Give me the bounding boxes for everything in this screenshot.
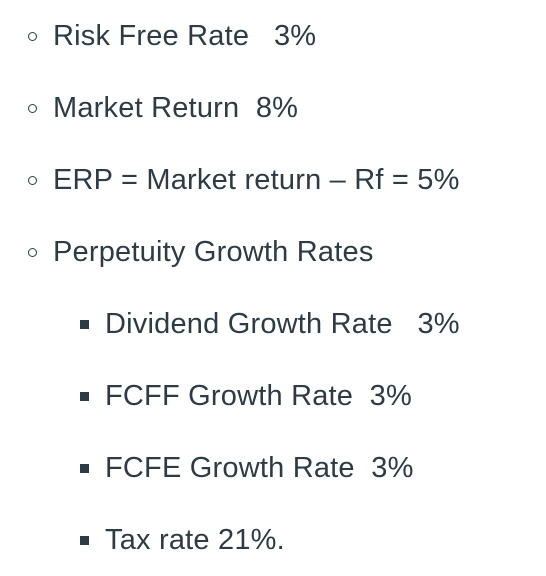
list-item-text: Tax rate 21%. (105, 524, 285, 556)
list-item-text: Risk Free Rate 3% (53, 20, 317, 52)
circle-bullet-icon (28, 31, 37, 41)
list-item-perpetuity-growth-rates: Perpetuity Growth Rates (28, 232, 374, 272)
circle-bullet-icon (28, 247, 37, 257)
circle-bullet-icon (28, 175, 37, 185)
square-bullet-icon (80, 391, 89, 401)
list-item-fcfe-growth-rate: FCFE Growth Rate 3% (80, 448, 414, 488)
list-item-text: FCFF Growth Rate 3% (105, 380, 412, 412)
list-item-dividend-growth-rate: Dividend Growth Rate 3% (80, 304, 460, 344)
list-item-text: Perpetuity Growth Rates (53, 236, 374, 268)
circle-bullet-icon (28, 103, 37, 113)
list-item-risk-free-rate: Risk Free Rate 3% (28, 16, 316, 56)
list-item-text: Market Return 8% (53, 92, 299, 124)
list-item-text: FCFE Growth Rate 3% (105, 452, 414, 484)
square-bullet-icon (80, 319, 89, 329)
list-item-text: Dividend Growth Rate 3% (105, 308, 460, 340)
list-item-market-return: Market Return 8% (28, 88, 298, 128)
list-item-text: ERP = Market return – Rf = 5% (53, 164, 460, 196)
list-item-erp: ERP = Market return – Rf = 5% (28, 160, 460, 200)
square-bullet-icon (80, 463, 89, 473)
list-item-tax-rate: Tax rate 21%. (80, 520, 285, 560)
list-item-fcff-growth-rate: FCFF Growth Rate 3% (80, 376, 412, 416)
square-bullet-icon (80, 535, 89, 545)
